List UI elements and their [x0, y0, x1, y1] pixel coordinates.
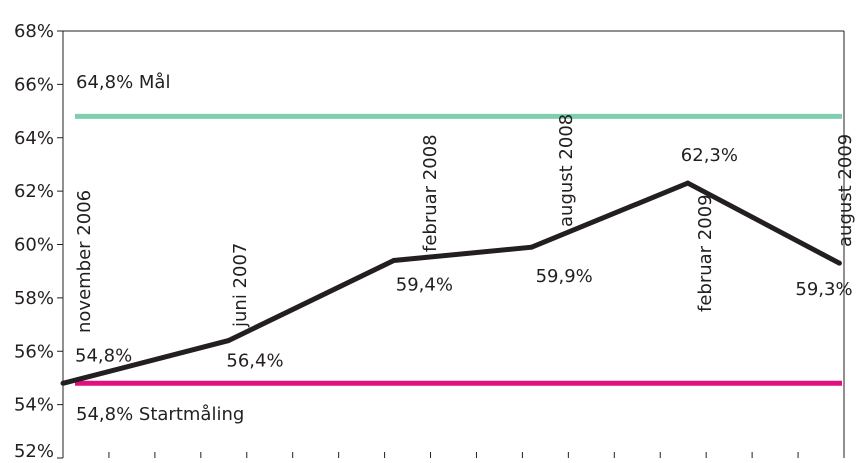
- y-tick-label: 68%: [14, 21, 54, 42]
- x-date-label: juni 2007: [230, 243, 251, 328]
- labels: 64,8% Mål 54,8% Startmåling 54,8% november …: [74, 72, 856, 425]
- y-tick-label: 62%: [14, 181, 54, 202]
- data-label: 59,3%: [795, 279, 852, 300]
- data-point: [391, 258, 397, 264]
- data-label: 54,8%: [75, 345, 132, 366]
- data-label: 62,3%: [681, 145, 738, 166]
- data-label: 59,9%: [536, 266, 593, 287]
- series: [60, 180, 842, 386]
- baseline-reference-label: 54,8% Startmåling: [76, 404, 244, 425]
- x-date-label: februar 2008: [420, 134, 441, 252]
- data-point: [60, 380, 66, 386]
- goal-reference-label: 64,8% Mål: [76, 72, 170, 93]
- axes: 52% 54% 56% 58% 60% 62% 64% 66% 68%: [14, 21, 845, 462]
- x-date-label: november 2006: [74, 190, 95, 333]
- y-tick-label: 66%: [14, 74, 54, 95]
- data-point: [529, 244, 535, 250]
- reference-lines: [75, 113, 842, 386]
- series-line: [62, 180, 841, 386]
- data-label: 59,4%: [396, 275, 453, 296]
- y-tick-label: 56%: [14, 341, 54, 362]
- y-tick-label: 60%: [14, 235, 54, 256]
- y-tick-label: 64%: [14, 128, 54, 149]
- data-label: 56,4%: [226, 351, 283, 372]
- y-tick-label: 54%: [14, 395, 54, 416]
- data-point: [225, 338, 231, 344]
- x-date-label: februar 2009: [695, 194, 716, 312]
- x-date-label: august 2008: [556, 114, 577, 227]
- data-point: [685, 180, 691, 186]
- x-date-label: august 2009: [835, 134, 856, 247]
- data-point: [836, 260, 842, 266]
- y-tick-label: 52%: [14, 441, 54, 459]
- y-tick-label: 58%: [14, 288, 54, 309]
